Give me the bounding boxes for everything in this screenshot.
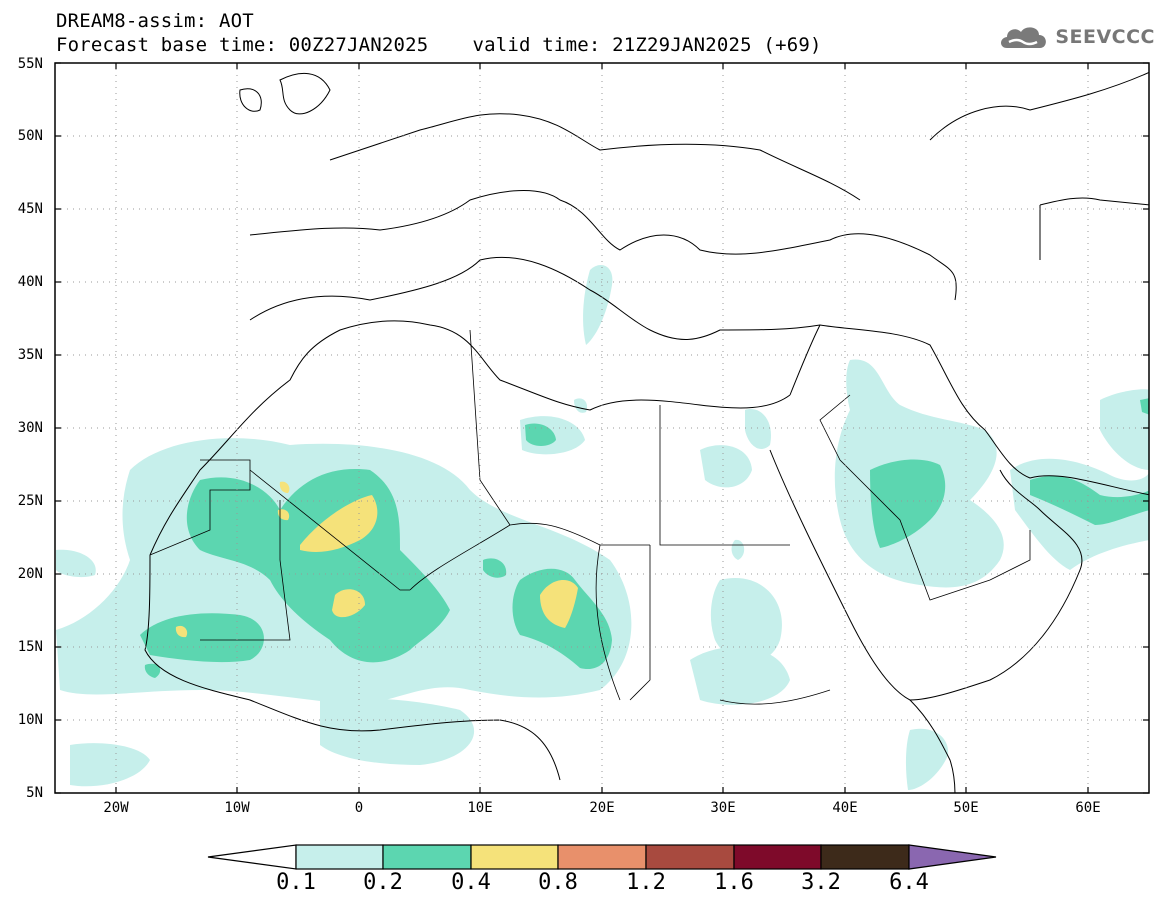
colorbar-box bbox=[645, 844, 735, 870]
colorbar-boxes bbox=[295, 844, 910, 870]
lon-label-10w: 10W bbox=[224, 800, 250, 816]
cloud-icon bbox=[1001, 27, 1047, 48]
borders bbox=[149, 329, 1031, 705]
lat-label-25n: 25N bbox=[17, 493, 43, 509]
colorbar-label-1-2: 1.2 bbox=[626, 870, 666, 895]
colorbar-box bbox=[557, 844, 647, 870]
colorbar-box bbox=[820, 844, 910, 870]
lat-label-15n: 15N bbox=[17, 639, 43, 655]
lon-label-20e: 20E bbox=[589, 800, 615, 816]
map-title: DREAM8-assim: AOT bbox=[56, 10, 254, 32]
coastlines bbox=[144, 71, 1149, 793]
colorbar-over-arrow bbox=[908, 844, 997, 870]
lat-label-55n: 55N bbox=[17, 56, 43, 72]
lat-label-10n: 10N bbox=[17, 712, 43, 728]
colorbar-box bbox=[470, 844, 559, 870]
lat-label-35n: 35N bbox=[17, 347, 43, 363]
lon-label-40e: 40E bbox=[832, 800, 858, 816]
colorbar-box bbox=[733, 844, 822, 870]
base-time: Forecast base time: 00Z27JAN2025 bbox=[56, 34, 429, 56]
lat-label-30n: 30N bbox=[17, 420, 43, 436]
colorbar-box bbox=[295, 844, 384, 870]
lon-label-50e: 50E bbox=[953, 800, 979, 816]
forecast-times: Forecast base time: 00Z27JAN2025 valid ti… bbox=[56, 34, 822, 56]
colorbar-box bbox=[382, 844, 472, 870]
lat-label-5n: 5N bbox=[26, 785, 43, 801]
logo-text: SEEVCCC bbox=[1055, 26, 1155, 48]
lat-label-40n: 40N bbox=[17, 274, 43, 290]
colorbar-label-0-1: 0.1 bbox=[276, 870, 316, 895]
lat-label-50n: 50N bbox=[17, 128, 43, 144]
lon-label-20w: 20W bbox=[103, 800, 129, 816]
lat-label-20n: 20N bbox=[17, 566, 43, 582]
colorbar-label-6-4: 6.4 bbox=[889, 870, 929, 895]
lon-label-60e: 60E bbox=[1075, 800, 1101, 816]
lat-label-45n: 45N bbox=[17, 201, 43, 217]
colorbar-label-0-8: 0.8 bbox=[538, 870, 578, 895]
aot-high-layer bbox=[175, 481, 578, 638]
colorbar-label-0-4: 0.4 bbox=[451, 870, 491, 895]
colorbar-label-1-6: 1.6 bbox=[714, 870, 754, 895]
colorbar-label-3-2: 3.2 bbox=[801, 870, 841, 895]
seevccc-logo: SEEVCCC bbox=[997, 22, 1155, 52]
colorbar-label-0-2: 0.2 bbox=[363, 870, 403, 895]
lon-label-30e: 30E bbox=[710, 800, 736, 816]
lon-label-0: 0 bbox=[354, 800, 364, 816]
lon-label-10e: 10E bbox=[467, 800, 493, 816]
colorbar-under-arrow bbox=[207, 844, 297, 870]
valid-time: valid time: 21Z29JAN2025 (+69) bbox=[472, 34, 822, 56]
axis-ticks bbox=[55, 62, 1149, 794]
